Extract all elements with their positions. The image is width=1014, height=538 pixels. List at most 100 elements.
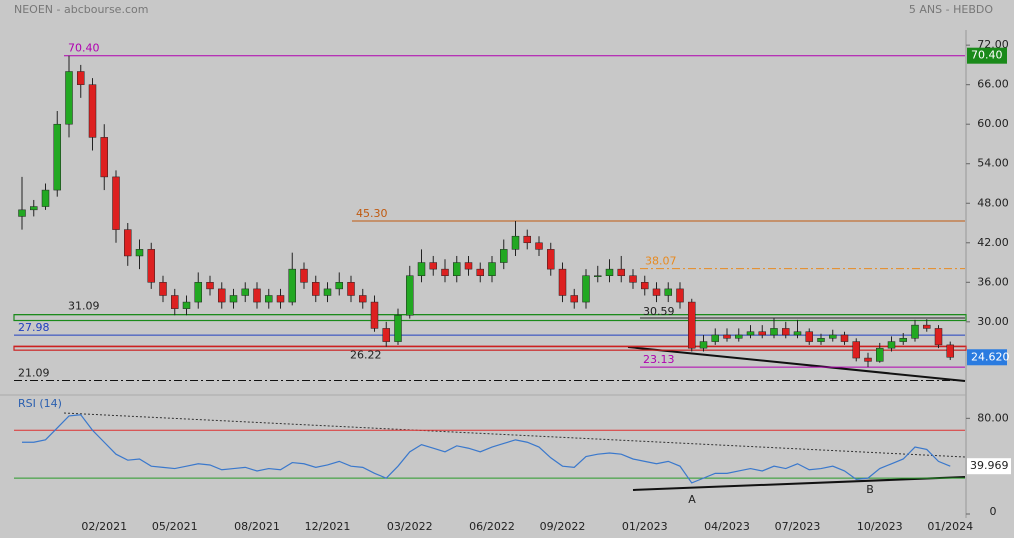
zone <box>13 345 967 351</box>
candle-body <box>723 334 731 339</box>
candle-body <box>535 242 543 250</box>
level-label: 45.30 <box>356 207 388 220</box>
rsi-support <box>632 476 966 491</box>
rsi-line <box>22 414 951 484</box>
level-label: 23.13 <box>643 353 675 366</box>
price-tag-label: 70.40 <box>971 49 1003 62</box>
price-tag-label: 24.620 <box>971 350 1010 363</box>
candle-body <box>276 295 285 303</box>
x-tick-label: 08/2021 <box>234 520 280 533</box>
candle-body <box>641 282 649 290</box>
level-label: 31.09 <box>68 300 100 313</box>
candle-body <box>194 282 202 303</box>
price-tag <box>967 349 1007 366</box>
candle-body <box>265 295 273 303</box>
candle-body <box>464 262 473 270</box>
candle-body <box>41 189 50 207</box>
candle-body <box>124 229 132 257</box>
candle-body <box>770 328 778 336</box>
x-tick-label: 06/2022 <box>469 520 515 533</box>
y-tick-label: 60.00 <box>977 117 1009 130</box>
y-tick-label: 54.00 <box>977 157 1009 170</box>
candle-body <box>782 328 790 336</box>
annotation: A <box>688 493 696 506</box>
candle-body <box>488 262 496 276</box>
candle-body <box>112 176 120 230</box>
candle-body <box>135 249 144 257</box>
y-tick-label: 36.00 <box>977 275 1009 288</box>
candle-body <box>899 338 907 342</box>
candle-body <box>923 324 931 329</box>
candle-body <box>370 301 379 329</box>
candle-body <box>182 301 191 309</box>
annotation: B <box>866 483 874 496</box>
level-label: 26.22 <box>350 349 382 362</box>
x-tick-label: 01/2024 <box>927 520 973 533</box>
candle-body <box>417 262 426 276</box>
candle-body <box>688 301 696 349</box>
rsi-tag <box>967 458 1011 475</box>
candle-body <box>206 282 214 290</box>
candle-body <box>758 331 766 336</box>
trendline <box>627 346 966 382</box>
candle-body <box>394 314 402 342</box>
candle-body <box>629 275 637 283</box>
candle-body <box>335 282 343 290</box>
candle-body <box>840 334 849 342</box>
level-label: 38.07 <box>645 255 677 268</box>
candle-body <box>664 288 672 296</box>
candle-body <box>817 338 825 342</box>
candle-body <box>570 295 578 303</box>
candle-body <box>312 282 320 296</box>
candle-body <box>100 137 108 178</box>
candle-body <box>582 275 590 303</box>
candle-body <box>453 262 461 276</box>
candle-body <box>946 344 954 358</box>
y-tick-label: 30.00 <box>977 315 1009 328</box>
candle-body <box>617 268 625 276</box>
candle-body <box>852 341 860 359</box>
candle-body <box>699 341 708 349</box>
level-label: 30.59 <box>643 305 675 318</box>
candle-body <box>735 334 743 339</box>
candle-body <box>159 282 167 296</box>
candle-body <box>476 268 484 276</box>
candle-body <box>911 324 919 339</box>
price-tag <box>967 47 1007 64</box>
candle-body <box>300 268 308 283</box>
candle-body <box>711 334 719 342</box>
candle-body <box>805 331 813 342</box>
x-tick-label: 03/2022 <box>387 520 433 533</box>
x-tick-label: 07/2023 <box>775 520 821 533</box>
y-tick-label: 66.00 <box>977 78 1009 91</box>
candle-body <box>65 71 73 125</box>
header-left: NEOEN - abcbourse.com <box>14 3 148 16</box>
candle-body <box>229 295 238 303</box>
candle-body <box>676 288 684 303</box>
candle-body <box>253 288 261 303</box>
candle-body <box>218 288 226 303</box>
candle-body <box>652 288 661 296</box>
candle-body <box>558 268 567 296</box>
y-tick-label: 42.00 <box>977 236 1009 249</box>
x-tick-label: 04/2023 <box>704 520 750 533</box>
candle-body <box>547 249 555 270</box>
level-label: 27.98 <box>18 321 50 334</box>
candle-body <box>30 206 38 211</box>
level-label: 70.40 <box>68 42 100 55</box>
rsi-tag-label: 39.969 <box>970 459 1009 472</box>
candle-body <box>406 275 414 316</box>
candle-body <box>241 288 249 296</box>
candle-body <box>746 331 755 336</box>
candle-body <box>523 235 531 244</box>
candle-body <box>88 84 97 138</box>
candle-body <box>171 295 179 309</box>
level-label: 21.09 <box>18 367 50 380</box>
x-tick-label: 09/2022 <box>540 520 586 533</box>
candle-body <box>382 328 390 342</box>
candle-body <box>53 123 61 191</box>
candle-body <box>605 268 614 276</box>
header-right: 5 ANS - HEBDO <box>909 3 993 16</box>
candle-body <box>887 341 896 349</box>
